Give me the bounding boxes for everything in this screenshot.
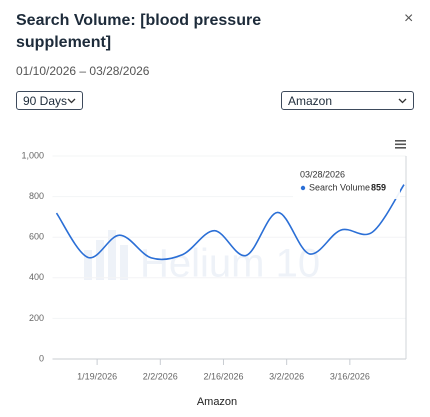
x-tick-label: 1/19/2026 [77,371,117,381]
menu-icon[interactable] [395,140,406,149]
watermark: Helium 10 [140,242,320,286]
tooltip-date: 03/28/2026 [300,169,345,179]
tooltip-box [293,163,400,199]
period-dropdown[interactable]: 90 Days [16,91,83,110]
close-button[interactable]: × [404,10,414,27]
chevron [67,98,76,104]
x-tick-label: 2/16/2026 [203,371,243,381]
y-tick-label: 400 [29,272,44,282]
period-value: 90 Days [23,94,68,108]
tooltip: 03/28/2026 Search Volume 859 [293,163,400,199]
x-tick-label: 3/2/2026 [269,371,304,381]
date-range: 01/10/2026 – 03/28/2026 [16,64,150,78]
y-tick-label: 0 [39,353,44,363]
chart: Helium 10 Amazon 0 200 400 600 800 1,000 1/19/… [21,140,407,408]
tooltip-series: Search Volume [309,182,370,192]
x-tick-label: 2/2/2026 [143,371,178,381]
marketplace-value: Amazon [288,94,333,108]
x-tick-label: 3/16/2026 [330,371,370,381]
tooltip-value: 859 [371,182,386,192]
tooltip-dot [300,185,306,191]
y-tick-label: 800 [29,191,44,201]
series-line [55,184,405,261]
y-tick-label: 1,000 [21,150,44,160]
modal-title: Search Volume: [blood pressure supplemen… [16,12,262,51]
x-axis-title: Amazon [197,396,237,408]
watermark-logo [84,230,128,280]
y-tick-label: 600 [29,232,44,242]
marketplace-dropdown[interactable]: Amazon [281,91,414,110]
chevron [398,98,407,104]
y-tick-label: 200 [29,313,44,323]
